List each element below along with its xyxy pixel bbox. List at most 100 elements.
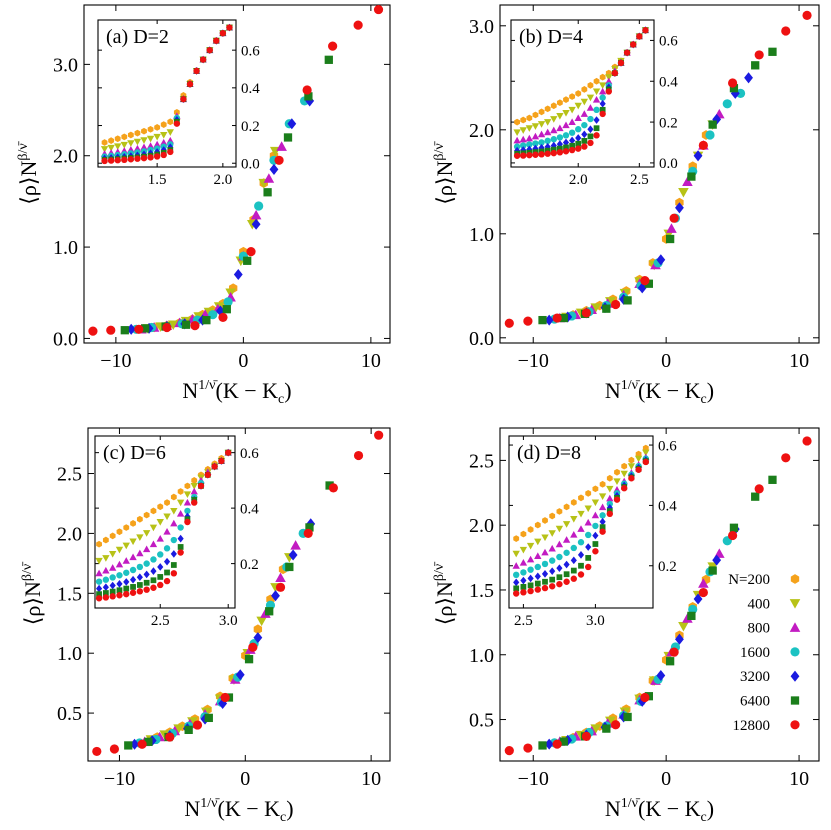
inset-data-point xyxy=(525,125,534,132)
inset-data-point xyxy=(581,143,588,150)
inset-data-point xyxy=(581,130,588,139)
inset-data-point xyxy=(140,143,148,151)
inset-data-point xyxy=(534,552,542,560)
inset-data-point xyxy=(520,530,527,538)
inset-data-point xyxy=(157,581,164,589)
inset-y-tick-label: 0.4 xyxy=(240,501,259,517)
inset-data-point xyxy=(157,574,164,580)
main-data-point xyxy=(504,746,514,756)
inset-data-point xyxy=(160,121,167,128)
inset-data-point xyxy=(599,517,606,526)
inset-data-point xyxy=(120,141,128,149)
x-axis-label-close: ) xyxy=(286,796,293,821)
inset-data-point xyxy=(542,517,548,524)
main-data-point xyxy=(602,304,611,313)
inset-data-point xyxy=(153,133,161,141)
y-axis-label-exponent: β/ν̄ xyxy=(432,561,447,581)
legend-marker xyxy=(790,574,800,584)
inset-data-point xyxy=(584,518,592,526)
x-axis-label-prefix: N xyxy=(184,796,200,821)
main-data-point xyxy=(768,475,777,484)
main-data-point xyxy=(781,26,791,36)
inset-data-point xyxy=(136,534,144,541)
inset-data-point xyxy=(586,104,595,111)
main-x-tick-label: −10 xyxy=(518,768,549,790)
inset-data-point xyxy=(122,557,130,564)
inset-data-point xyxy=(156,534,164,542)
inset-data-point xyxy=(177,549,184,556)
inset-data-point xyxy=(116,592,123,599)
main-x-tick-label: 10 xyxy=(789,768,809,790)
inset-data-point xyxy=(538,108,545,116)
x-axis-label-exponent: 1/ν̄ xyxy=(200,796,220,811)
inset-data-point xyxy=(562,138,570,147)
inset-data-point xyxy=(107,157,115,164)
inset-x-tick-label: 3.0 xyxy=(219,613,238,629)
main-data-point xyxy=(285,562,294,572)
legend-label: 6400 xyxy=(740,694,770,710)
inset-data-point xyxy=(140,137,148,144)
panel-title: (a) D=2 xyxy=(106,26,169,48)
inset-data-point xyxy=(563,549,570,556)
inset-data-point xyxy=(160,138,168,146)
main-data-point xyxy=(687,611,696,621)
main-y-tick-label: 1.0 xyxy=(53,237,78,259)
inset-data-point xyxy=(166,129,174,136)
inset-data-point xyxy=(593,132,600,139)
main-data-point xyxy=(590,303,601,313)
main-data-point xyxy=(251,218,261,230)
inset-data-point xyxy=(563,560,570,569)
inset-data-point xyxy=(163,577,171,585)
inset-data-point xyxy=(173,120,181,127)
inset-data-point xyxy=(563,571,570,578)
inset-data-point xyxy=(116,587,123,594)
main-data-point xyxy=(275,572,286,582)
main-data-point xyxy=(678,622,689,632)
inset-data-point xyxy=(617,59,625,67)
inset-data-point xyxy=(585,543,592,551)
main-data-point xyxy=(768,47,777,56)
inset-data-point xyxy=(578,494,584,502)
inset-y-tick-label: 0.4 xyxy=(241,81,260,97)
main-data-point xyxy=(287,118,297,130)
inset-data-point xyxy=(563,503,570,511)
main-data-point xyxy=(246,247,256,257)
inset-data-point xyxy=(163,528,171,535)
inset-data-point xyxy=(184,482,191,490)
inset-data-point xyxy=(563,144,569,151)
inset-data-point xyxy=(512,562,520,569)
main-data-point xyxy=(611,299,621,310)
inset-x-tick-label: 2.5 xyxy=(514,613,533,629)
inset-data-point xyxy=(108,137,115,144)
main-data-point xyxy=(581,731,591,741)
inset-data-point xyxy=(136,582,143,588)
y-axis-label-base: ⟨ρ⟩N xyxy=(16,161,41,205)
inset-data-point xyxy=(519,546,528,554)
inset-data-point xyxy=(623,49,631,56)
y-axis-label: ⟨ρ⟩Nβ/ν̄ xyxy=(20,561,45,625)
x-axis-label: N1/ν̄(K − Kc) xyxy=(182,378,291,407)
inset-data-point xyxy=(180,95,187,103)
inset-data-point xyxy=(226,24,233,31)
inset-data-point xyxy=(541,534,549,542)
main-data-point xyxy=(581,308,591,318)
inset-data-point xyxy=(592,541,599,547)
inset-data-point xyxy=(557,145,563,152)
inset-data-point xyxy=(606,485,614,493)
inset-data-point xyxy=(538,151,545,158)
y-axis-label-base: ⟨ρ⟩N xyxy=(432,581,457,625)
inset-data-point xyxy=(519,135,527,143)
inset-data-point xyxy=(587,81,594,89)
inset-data-point xyxy=(183,491,192,498)
inset-data-point xyxy=(587,115,594,123)
inset-data-point xyxy=(606,500,613,508)
inset-data-point xyxy=(549,576,556,583)
main-data-point xyxy=(243,256,252,265)
inset-data-point xyxy=(109,593,116,600)
inset-data-point xyxy=(520,569,527,576)
inset-data-point xyxy=(575,126,582,133)
inset-data-point xyxy=(592,88,601,96)
inset-data-point xyxy=(514,118,521,126)
inset-data-point xyxy=(102,576,110,583)
